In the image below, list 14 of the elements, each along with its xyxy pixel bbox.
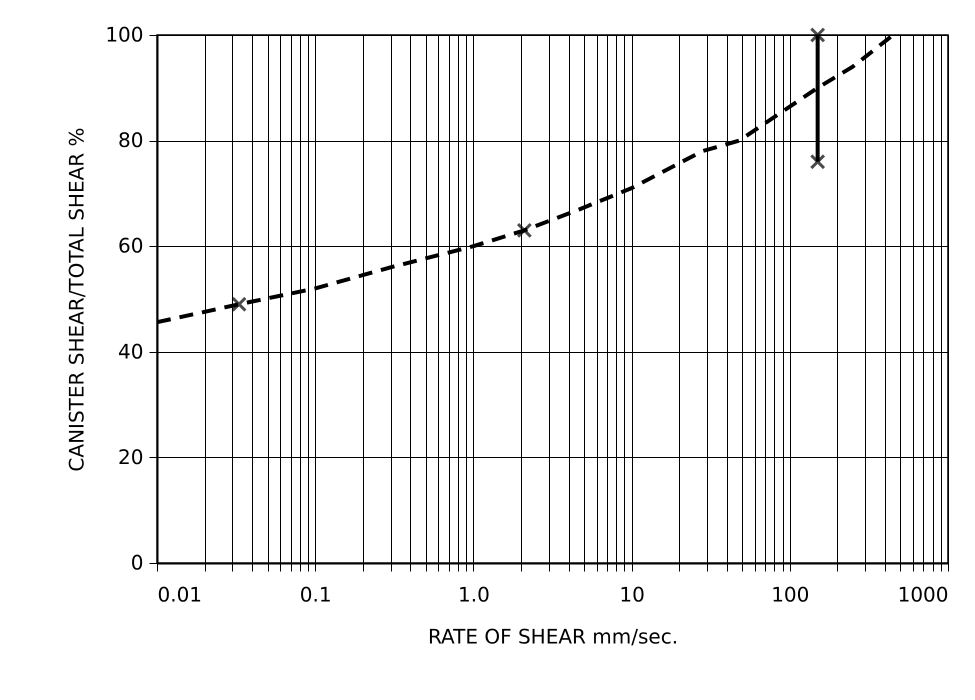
y-tick-label: 100 xyxy=(105,22,144,46)
y-tick-label: 80 xyxy=(118,128,144,152)
x-tick-label: 0.01 xyxy=(158,582,202,606)
x-tick-label: 10 xyxy=(619,582,645,606)
y-axis-title: CANISTER SHEAR/TOTAL SHEAR % xyxy=(64,127,88,472)
x-tick-label: 1000 xyxy=(898,582,948,606)
x-tick-label: 100 xyxy=(771,582,810,606)
y-tick-label: 60 xyxy=(118,234,144,258)
x-axis-title: RATE OF SHEAR mm/sec. xyxy=(428,624,678,648)
x-tick-label: 1.0 xyxy=(458,582,490,606)
y-tick-label: 20 xyxy=(118,444,144,469)
x-tick-label: 0.1 xyxy=(300,582,332,606)
y-tick-label: 40 xyxy=(118,339,144,364)
y-tick-label: 0 xyxy=(130,550,144,574)
